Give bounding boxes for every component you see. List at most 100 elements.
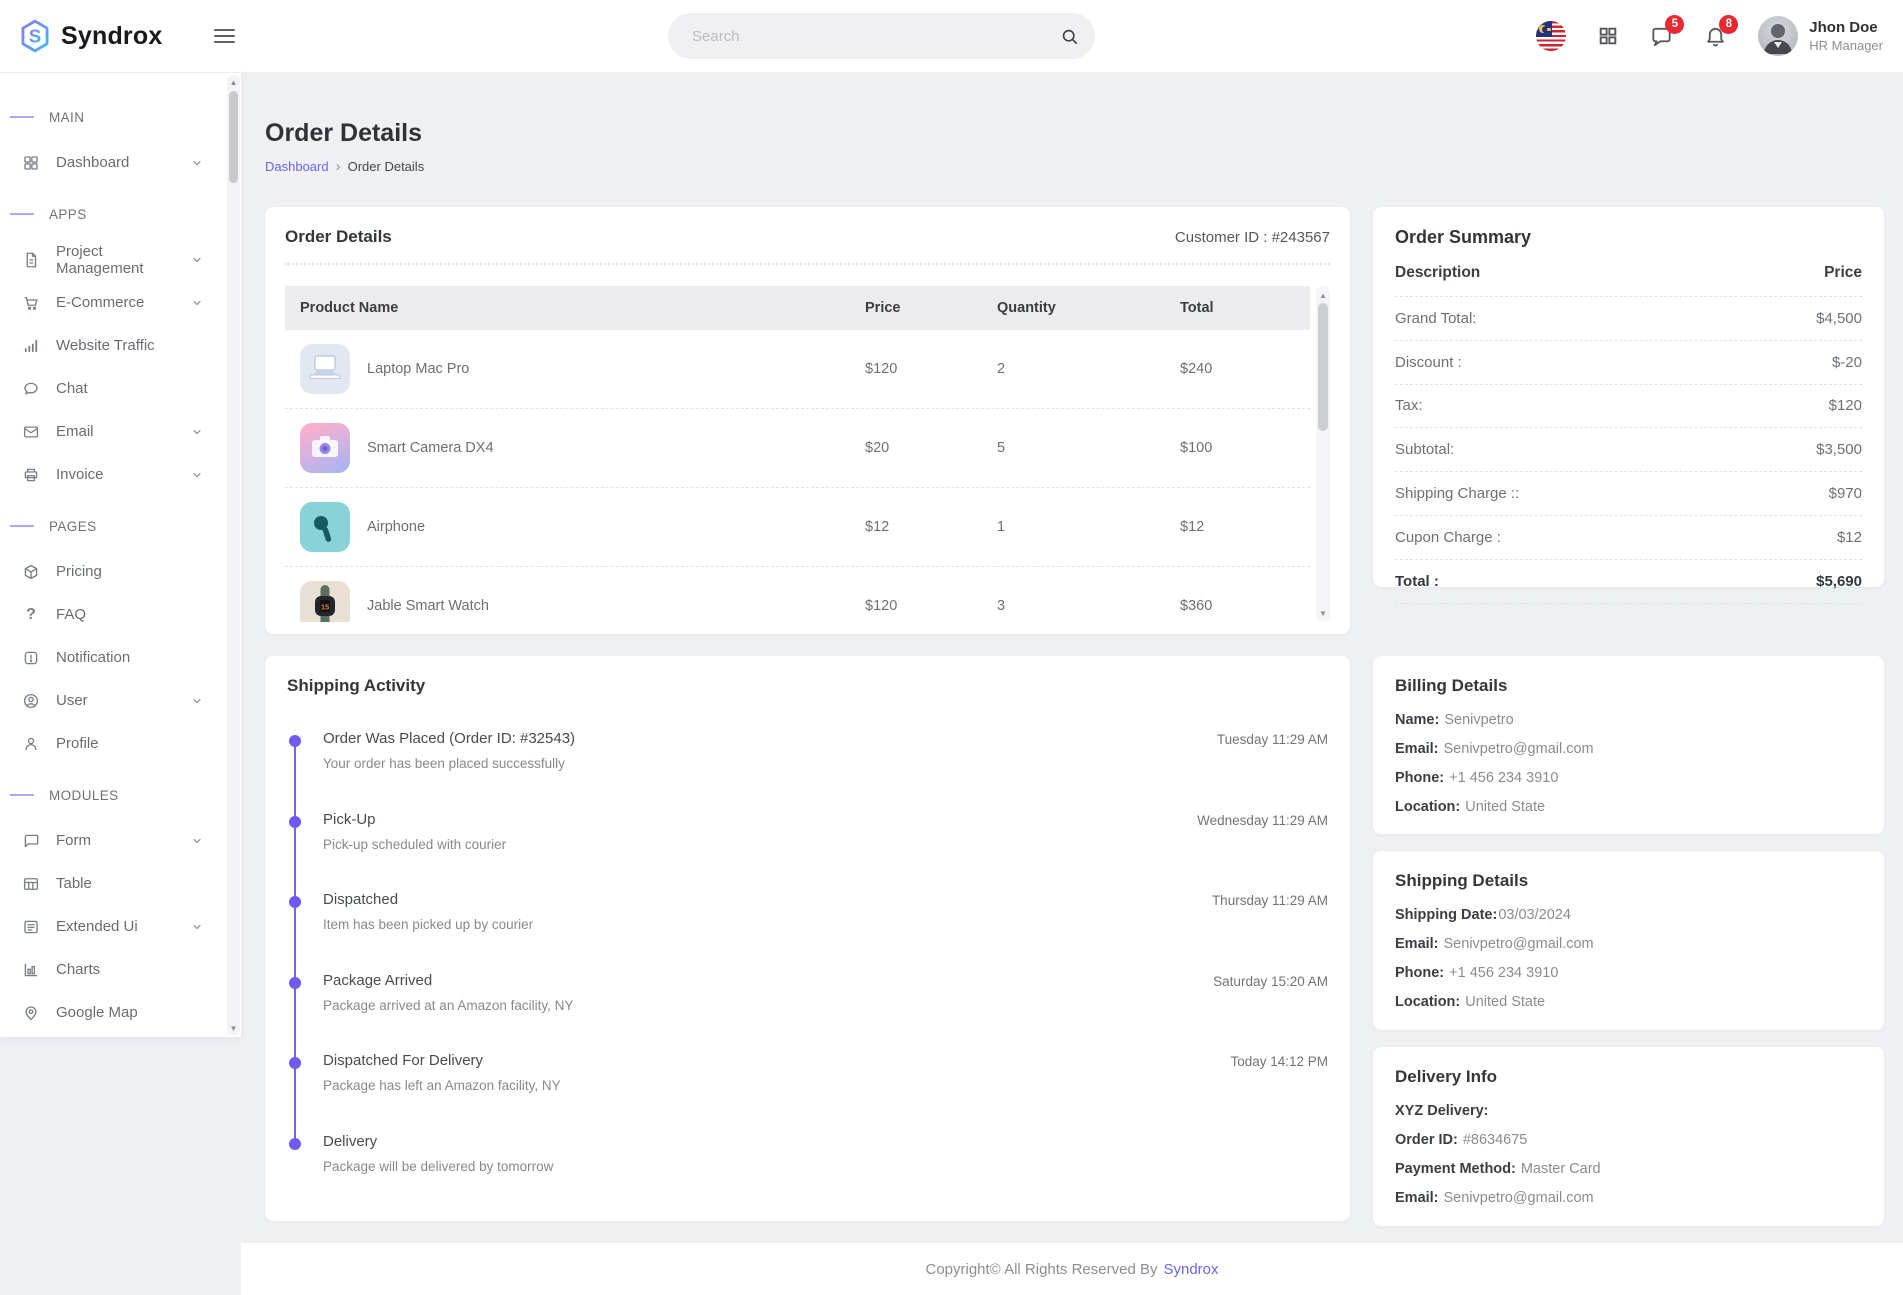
summary-label: Subtotal:	[1395, 441, 1455, 459]
footer-brand-link[interactable]: Syndrox	[1163, 1260, 1219, 1278]
apps-grid-button[interactable]	[1597, 25, 1619, 47]
detail-value: +1 456 234 3910	[1449, 965, 1559, 981]
scroll-up-button[interactable]: ▲	[229, 77, 238, 87]
messages-badge: 5	[1665, 14, 1685, 34]
timeline-event: Pick-Up Pick-up scheduled with courier W…	[289, 811, 1328, 892]
event-description: Package has left an Amazon facility, NY	[323, 1078, 561, 1093]
grid-icon	[1597, 25, 1619, 47]
sidebar-item-ecommerce[interactable]: E-Commerce	[0, 281, 241, 324]
logo-icon: S	[18, 19, 52, 53]
sidebar-item-charts[interactable]: Charts	[0, 948, 241, 991]
detail-value: Senivpetro	[1444, 712, 1514, 728]
detail-value: United State	[1465, 799, 1546, 815]
search-input[interactable]	[668, 27, 1060, 45]
card-title: Shipping Details	[1395, 871, 1529, 890]
customer-id: Customer ID : #243567	[1174, 228, 1330, 246]
notifications-badge: 8	[1719, 14, 1739, 34]
summary-value: $4,500	[1816, 309, 1862, 327]
event-time: Saturday 15:20 AM	[1213, 973, 1328, 989]
sidebar-item-invoice[interactable]: Invoice	[0, 453, 241, 496]
chevron-down-icon	[191, 835, 203, 847]
sidebar-item-form[interactable]: Form	[0, 819, 241, 862]
detail-line: Phone: +1 456 234 3910	[1395, 770, 1862, 786]
section-dash-icon	[10, 794, 34, 796]
detail-line: Email: Senivpetro@gmail.com	[1395, 1190, 1862, 1206]
question-mark-icon: ?	[26, 605, 36, 623]
sidebar-item-dashboard[interactable]: Dashboard	[0, 141, 241, 184]
detail-line: Phone: +1 456 234 3910	[1395, 965, 1862, 981]
sidebar-item-label: Chat	[56, 380, 88, 397]
sidebar-item-label: Google Map	[56, 1004, 138, 1021]
sidebar-item-notification[interactable]: Notification	[0, 636, 241, 679]
summary-value: $120	[1828, 397, 1862, 415]
scrollbar-thumb[interactable]	[1318, 303, 1328, 431]
svg-text:15: 15	[321, 603, 329, 612]
main-content: Order Details Dashboard › Order Details …	[241, 72, 1903, 1295]
event-title: Delivery	[323, 1132, 378, 1150]
table-scrollbar[interactable]: ▲ ▼	[1316, 286, 1330, 622]
scrollbar-thumb[interactable]	[229, 91, 238, 183]
sidebar-item-project-management[interactable]: Project Management	[0, 238, 241, 281]
shipping-activity-card: Shipping Activity Order Was Placed (Orde…	[265, 656, 1350, 1221]
summary-value: $970	[1828, 485, 1862, 503]
sidebar-item-user[interactable]: User	[0, 679, 241, 722]
detail-value: 03/03/2024	[1498, 907, 1571, 923]
search-bar	[668, 13, 1095, 59]
product-price: $120	[865, 361, 898, 377]
copyright-text: Copyright© All Rights Reserved By	[925, 1260, 1158, 1278]
detail-label: Shipping Date:	[1395, 907, 1498, 923]
sidebar-item-label: User	[56, 692, 88, 709]
detail-label: Phone:	[1395, 965, 1445, 981]
table-row: Smart Camera DX4 $20 5 $100	[285, 409, 1310, 488]
breadcrumb-separator: ›	[335, 158, 341, 175]
detail-value: +1 456 234 3910	[1449, 770, 1559, 786]
hamburger-menu-button[interactable]	[214, 25, 236, 47]
sidebar-scrollbar[interactable]: ▲ ▼	[227, 75, 240, 1035]
search-icon[interactable]	[1060, 27, 1079, 46]
event-time: Wednesday 11:29 AM	[1197, 812, 1328, 828]
sidebar-item-table[interactable]: Table	[0, 862, 241, 905]
card-title: Order Details	[285, 227, 392, 246]
printer-icon	[21, 465, 41, 485]
sidebar-item-label: Invoice	[56, 466, 104, 483]
sidebar-item-faq[interactable]: ? FAQ	[0, 593, 241, 636]
notifications-button[interactable]: 8	[1704, 14, 1739, 48]
event-description: Item has been picked up by courier	[323, 917, 534, 932]
product-name: Jable Smart Watch	[367, 598, 489, 614]
event-time: Tuesday 11:29 AM	[1216, 732, 1328, 747]
person-icon	[21, 734, 41, 754]
card-title: Shipping Activity	[287, 676, 426, 695]
sidebar-item-website-traffic[interactable]: Website Traffic	[0, 324, 241, 367]
sidebar-item-extended-ui[interactable]: Extended Ui	[0, 905, 241, 948]
sidebar-item-email[interactable]: Email	[0, 410, 241, 453]
event-description: Pick-up scheduled with courier	[323, 836, 507, 852]
form-bubble-icon	[21, 831, 41, 851]
breadcrumb-link-dashboard[interactable]: Dashboard	[265, 159, 329, 174]
user-menu[interactable]: Jhon Doe HR Manager	[1758, 16, 1883, 56]
summary-column-price: Price	[1824, 264, 1862, 281]
scroll-down-button[interactable]: ▼	[1319, 608, 1327, 618]
event-title: Dispatched For Delivery	[323, 1052, 484, 1069]
section-label: APPS	[49, 206, 87, 222]
timeline-dot	[289, 896, 301, 908]
shipping-details-card: Shipping Details Shipping Date:03/03/202…	[1373, 851, 1884, 1030]
sidebar-item-pricing[interactable]: Pricing	[0, 550, 241, 593]
summary-label: Total :	[1395, 572, 1439, 590]
timeline-line	[294, 741, 296, 1144]
footer: Copyright© All Rights Reserved By Syndro…	[241, 1243, 1903, 1295]
avatar	[1758, 16, 1799, 56]
scroll-down-button[interactable]: ▼	[229, 1023, 238, 1033]
detail-label: Payment Method:	[1395, 1161, 1516, 1177]
scroll-up-button[interactable]: ▲	[1319, 290, 1327, 300]
sidebar-item-chat[interactable]: Chat	[0, 367, 241, 410]
messages-button[interactable]: 5	[1650, 14, 1685, 48]
timeline-event: Delivery Package will be delivered by to…	[289, 1133, 1328, 1214]
product-total: $100	[1180, 440, 1213, 456]
brand-logo[interactable]: S Syndrox	[18, 19, 162, 53]
sidebar-item-label: E-Commerce	[56, 294, 145, 311]
sidebar-item-profile[interactable]: Profile	[0, 722, 241, 765]
sidebar-item-google-map[interactable]: Google Map	[0, 991, 241, 1034]
order-summary-card: Order Summary Description Price Grand To…	[1373, 207, 1884, 604]
language-flag-button[interactable]	[1536, 21, 1567, 51]
detail-label: Email:	[1395, 936, 1439, 952]
